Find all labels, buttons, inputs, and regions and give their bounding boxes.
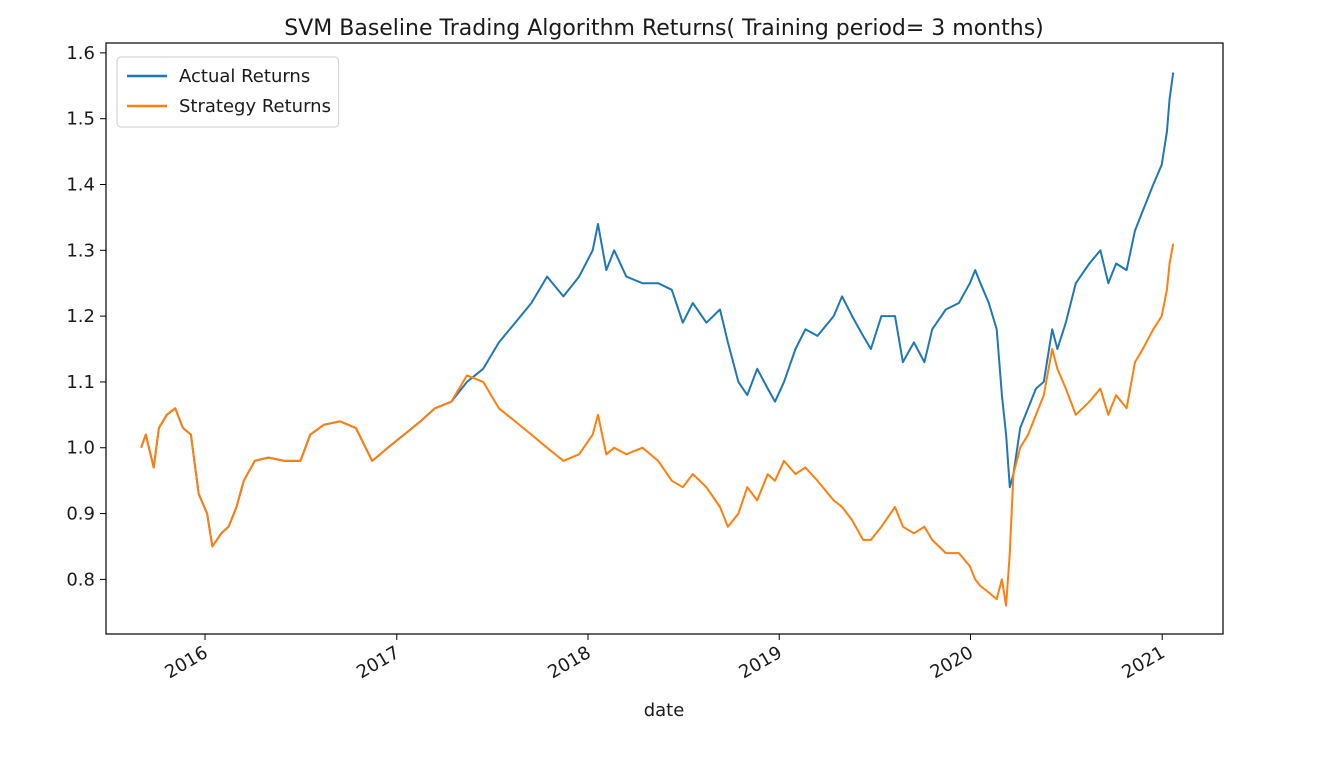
y-tick-label: 1.0 — [66, 438, 95, 459]
legend-frame — [116, 56, 340, 128]
y-tick-label: 1.4 — [66, 174, 95, 195]
series-line-actual-returns — [140, 72, 1175, 548]
x-tick-label: 2020 — [927, 642, 977, 683]
legend-label: Actual Returns — [179, 66, 310, 87]
y-tick-label: 0.8 — [66, 569, 95, 590]
x-tick-label: 2019 — [736, 642, 786, 683]
y-tick-label: 1.6 — [66, 43, 95, 64]
y-tick-label: 1.2 — [66, 306, 95, 327]
y-axis: 0.8 0.9 1.0 1.1 1.2 1.3 1.4 1.5 1.6 — [66, 43, 106, 590]
x-tick-label: 2017 — [353, 642, 403, 683]
series-line-strategy-returns — [140, 243, 1175, 607]
series-layer — [140, 72, 1175, 607]
y-tick-label: 1.3 — [66, 240, 95, 261]
x-tick-label: 2018 — [544, 642, 594, 683]
legend: Actual Returns Strategy Returns — [116, 56, 340, 128]
y-tick-label: 0.9 — [66, 504, 95, 525]
x-tick-label: 2021 — [1119, 642, 1169, 683]
y-tick-label: 1.5 — [66, 109, 95, 130]
x-axis: 2016 2017 2018 2019 2020 2021 — [161, 634, 1169, 683]
y-tick-label: 1.1 — [66, 372, 95, 393]
plot-frame — [105, 42, 1224, 635]
x-tick-label: 2016 — [161, 642, 211, 683]
legend-label: Strategy Returns — [179, 96, 331, 117]
x-axis-label: date — [644, 700, 685, 721]
chart-title: SVM Baseline Trading Algorithm Returns( … — [284, 16, 1044, 41]
